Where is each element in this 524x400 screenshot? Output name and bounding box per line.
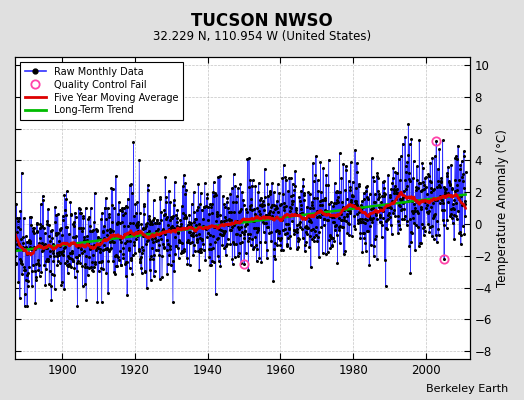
Y-axis label: Temperature Anomaly (°C): Temperature Anomaly (°C) [496, 129, 509, 287]
Text: Berkeley Earth: Berkeley Earth [426, 384, 508, 394]
Text: 32.229 N, 110.954 W (United States): 32.229 N, 110.954 W (United States) [153, 30, 371, 43]
Text: TUCSON NWSO: TUCSON NWSO [191, 12, 333, 30]
Legend: Raw Monthly Data, Quality Control Fail, Five Year Moving Average, Long-Term Tren: Raw Monthly Data, Quality Control Fail, … [20, 62, 183, 120]
